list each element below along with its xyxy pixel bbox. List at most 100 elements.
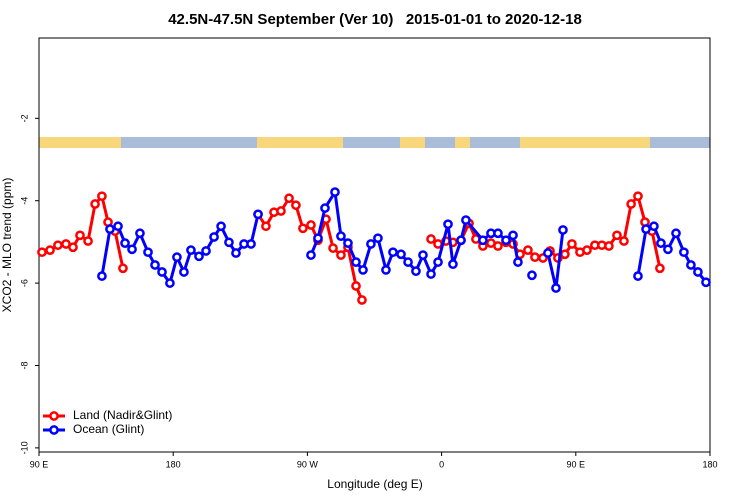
x-tick-label: 0: [439, 459, 444, 469]
data-point: [298, 223, 308, 234]
x-axis-label: Longitude (deg E): [327, 477, 422, 491]
legend-label: Ocean (Glint): [73, 422, 144, 436]
legend-label: Land (Nadir&Glint): [73, 408, 172, 422]
data-point: [560, 249, 570, 260]
data-point: [209, 232, 219, 242]
data-point: [357, 295, 367, 305]
legend-marker: [49, 425, 59, 435]
data-point: [558, 225, 568, 235]
y-tick-label: -10: [19, 441, 29, 454]
data-point: [679, 247, 689, 258]
data-point: [75, 230, 85, 241]
data-point: [330, 187, 340, 197]
data-point: [493, 241, 503, 251]
data-point: [655, 263, 665, 274]
x-tick-label: 180: [702, 459, 717, 469]
data-point: [701, 277, 711, 288]
data-point: [53, 240, 63, 251]
x-tick-label: 90 E: [567, 459, 586, 469]
data-point: [351, 257, 361, 267]
data-point: [165, 278, 175, 288]
data-point: [343, 238, 353, 248]
data-point: [527, 270, 537, 281]
data-point: [37, 247, 47, 258]
data-point: [276, 206, 286, 216]
data-point: [246, 239, 256, 249]
data-point: [626, 199, 636, 209]
land-band: [257, 137, 343, 148]
data-point: [216, 221, 226, 232]
y-tick-label: -8: [19, 361, 29, 369]
y-axis-label: XCO2 - MLO trend (ppm): [0, 178, 14, 313]
legend-marker: [49, 411, 59, 421]
data-point: [328, 243, 338, 253]
data-point: [523, 245, 533, 255]
data-point: [478, 235, 488, 246]
data-point: [403, 257, 413, 267]
data-point: [336, 231, 346, 241]
land-band: [400, 137, 425, 148]
data-point: [120, 238, 130, 248]
data-point: [320, 203, 330, 213]
y-tick-label: -2: [19, 114, 29, 122]
data-point: [443, 219, 453, 230]
land-ocean-strip: [39, 137, 710, 148]
data-point: [582, 245, 592, 255]
data-point: [172, 252, 182, 263]
data-point: [253, 209, 263, 220]
data-point: [567, 239, 577, 249]
data-point: [135, 228, 145, 239]
data-point: [284, 193, 294, 204]
data-point: [118, 263, 128, 274]
data-point: [649, 221, 659, 232]
data-point: [68, 242, 78, 253]
plot-frame: [38, 37, 711, 453]
data-point: [179, 267, 189, 277]
land-band: [455, 137, 470, 148]
data-point: [671, 228, 681, 239]
data-point: [150, 260, 160, 270]
data-point: [686, 260, 696, 270]
data-point: [551, 283, 561, 293]
data-point: [508, 230, 518, 241]
data-point: [448, 259, 458, 270]
data-point: [351, 281, 361, 291]
x-tick-label: 90 E: [30, 459, 49, 469]
data-point: [388, 247, 398, 258]
data-point: [530, 252, 540, 263]
data-point: [201, 246, 211, 256]
data-point: [426, 269, 436, 279]
data-point: [186, 245, 196, 255]
data-point: [261, 221, 271, 232]
data-point: [418, 250, 428, 260]
data-point: [493, 228, 503, 239]
data-point: [224, 237, 234, 248]
data-point: [143, 247, 153, 258]
data-point: [306, 220, 316, 230]
data-point: [461, 215, 471, 225]
land-band: [39, 137, 121, 148]
land-band: [520, 137, 650, 148]
data-point: [358, 265, 368, 275]
data-point: [231, 248, 241, 258]
x-tick-label: 90 W: [297, 459, 319, 469]
data-point: [291, 200, 301, 211]
data-point: [306, 250, 316, 260]
data-point: [336, 250, 346, 260]
data-point: [604, 241, 614, 251]
data-point: [113, 221, 123, 232]
series-line: [100, 187, 708, 289]
ocean-band: [39, 137, 710, 148]
data-point: [663, 244, 673, 255]
data-point: [543, 248, 553, 258]
y-tick-label: -6: [19, 279, 29, 287]
data-point: [633, 271, 643, 281]
data-point: [45, 245, 55, 255]
data-point: [366, 239, 376, 249]
data-point: [656, 238, 666, 248]
data-point: [619, 236, 629, 246]
data-point: [513, 257, 523, 267]
data-point: [83, 236, 93, 246]
x-tick-label: 180: [166, 459, 181, 469]
